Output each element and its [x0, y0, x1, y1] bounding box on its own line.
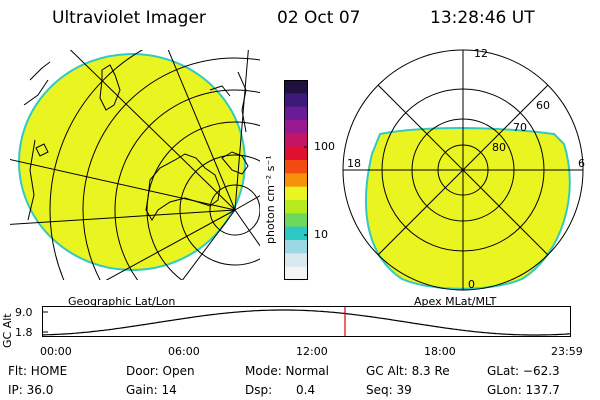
colorbar-segment [284, 240, 308, 254]
mlt-label-6: 6 [578, 157, 585, 170]
colorbar-segment [284, 160, 308, 174]
colorbar-tick-100: 100 [314, 140, 335, 153]
polar-plot [342, 49, 584, 291]
date-label: 02 Oct 07 [277, 8, 361, 28]
geo-map-caption: Geographic Lat/Lon [68, 295, 176, 308]
mlt-label-18: 18 [347, 157, 361, 170]
ip-status: IP: 36.0 [8, 383, 54, 397]
colorbar-segment [284, 173, 308, 188]
coastlines [23, 61, 249, 221]
colorbar-segment [284, 200, 308, 214]
strip-xtick-2359: 23:59 [551, 345, 583, 358]
colorbar-segment [284, 213, 308, 228]
mlt-label-12: 12 [474, 47, 488, 60]
color-scale-bar [284, 80, 308, 281]
door-status: Door: Open [126, 364, 195, 378]
geographic-map [10, 50, 260, 280]
time-label: 13:28:46 UT [430, 8, 535, 28]
dsp-value: 0.4 [296, 383, 316, 397]
emission-region [18, 53, 246, 271]
colorbar-segment [284, 120, 308, 134]
colorbar-segment [284, 253, 308, 268]
colorbar-segment [284, 146, 308, 161]
strip-ytick-9: 9.0 [15, 306, 33, 319]
glat-status: GLat: −62.3 [487, 364, 560, 378]
lat-label-80: 80 [492, 141, 506, 154]
strip-xtick-0600: 06:00 [168, 345, 200, 358]
lat-label-70: 70 [513, 121, 527, 134]
strip-axis-label: GC Alt [1, 313, 14, 348]
dsp-label: Dsp: [245, 383, 273, 397]
colorbar-unit-label: photon cm⁻² s⁻¹ [264, 155, 277, 244]
colorbar-tick-10: 10 [314, 228, 328, 241]
lat-label-60: 60 [536, 99, 550, 112]
colorbar-segment [284, 133, 308, 148]
colorbar-segment [284, 266, 308, 281]
altitude-strip-chart [42, 306, 571, 337]
flight-status: Flt: HOME [8, 364, 68, 378]
polar-grid [342, 49, 584, 291]
strip-ytick-1-8: 1.8 [15, 326, 33, 339]
mlt-label-0: 0 [468, 278, 475, 291]
polar-emission-region [364, 127, 571, 290]
colorbar-segment [284, 80, 308, 94]
polar-plot-caption: Apex MLat/MLT [414, 295, 497, 308]
strip-xtick-0000: 00:00 [40, 345, 72, 358]
strip-xtick-1800: 18:00 [424, 345, 456, 358]
gc-alt-status: GC Alt: 8.3 Re [366, 364, 450, 378]
mode-status: Mode: Normal [245, 364, 329, 378]
colorbar-segment [284, 226, 308, 241]
colorbar-segment [284, 106, 308, 121]
glon-status: GLon: 137.7 [487, 383, 560, 397]
strip-xtick-1200: 12:00 [296, 345, 328, 358]
colorbar-segment [284, 186, 308, 201]
altitude-curve [42, 309, 571, 336]
gain-status: Gain: 14 [126, 383, 177, 397]
app-title: Ultraviolet Imager [52, 8, 206, 28]
seq-status: Seq: 39 [366, 383, 412, 397]
colorbar-segment [284, 93, 308, 108]
